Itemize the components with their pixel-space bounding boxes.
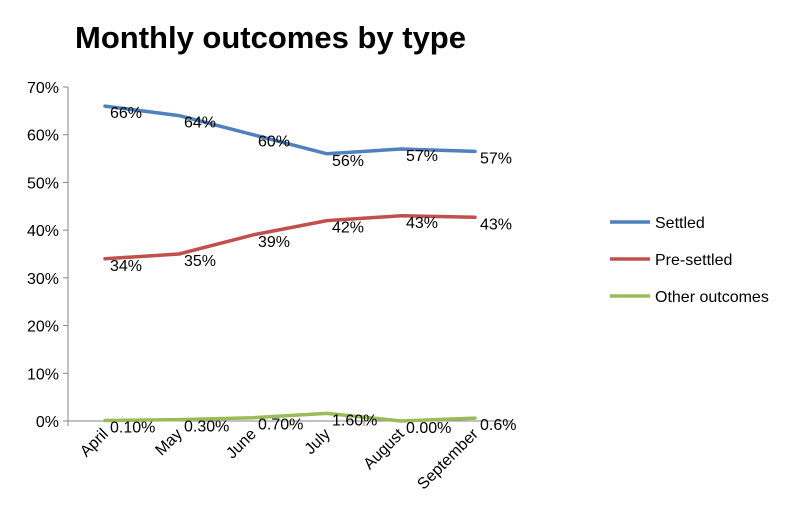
data-label: 0.70% [258, 417, 303, 434]
series-line-other-outcomes [103, 411, 477, 423]
data-label: 35% [184, 253, 216, 270]
y-axis-ticks: 0% 10% 20% 30% 40% 50% 60% 70% [27, 80, 68, 431]
data-label: 57% [480, 150, 512, 167]
y-tick-label: 50% [27, 175, 59, 192]
data-label: 42% [332, 220, 364, 237]
data-label: 60% [258, 134, 290, 151]
x-tick-label: August [361, 425, 409, 473]
data-label: 43% [406, 215, 438, 232]
y-tick-label: 30% [27, 271, 59, 288]
data-label: 56% [332, 153, 364, 170]
x-tick-label: July [302, 426, 334, 458]
data-label: 43% [480, 216, 512, 233]
legend-label: Pre-settled [655, 252, 732, 269]
data-label: 0.10% [110, 420, 155, 437]
series-line-pre-settled [103, 214, 477, 261]
data-label: 1.60% [332, 412, 377, 429]
data-label: 39% [258, 234, 290, 251]
x-tick-label: April [77, 426, 112, 461]
data-label: 0.00% [406, 420, 451, 437]
data-label: 34% [110, 258, 142, 275]
data-label: 57% [406, 148, 438, 165]
data-labels: 66% 64% 60% 56% 57% 57% 34% 35% 39% 42% 43% 43% 0.10… [110, 105, 516, 437]
y-tick-label: 10% [27, 366, 59, 383]
legend: Settled Pre-settled Other outcomes [610, 215, 769, 306]
data-label: 64% [184, 115, 216, 132]
series-lines [103, 104, 477, 423]
y-tick-label: 20% [27, 319, 59, 336]
y-tick-label: 60% [27, 128, 59, 145]
y-tick-label: 40% [27, 223, 59, 240]
data-label: 0.6% [480, 417, 516, 434]
chart-title: Monthly outcomes by type [75, 20, 466, 55]
legend-label: Settled [655, 215, 705, 232]
legend-label: Other outcomes [655, 289, 769, 306]
x-tick-label: May [152, 426, 185, 459]
data-label: 0.30% [184, 419, 229, 436]
series-line-settled [103, 104, 477, 156]
y-tick-label: 70% [27, 80, 59, 97]
y-tick-label: 0% [36, 414, 59, 431]
data-label: 66% [110, 105, 142, 122]
